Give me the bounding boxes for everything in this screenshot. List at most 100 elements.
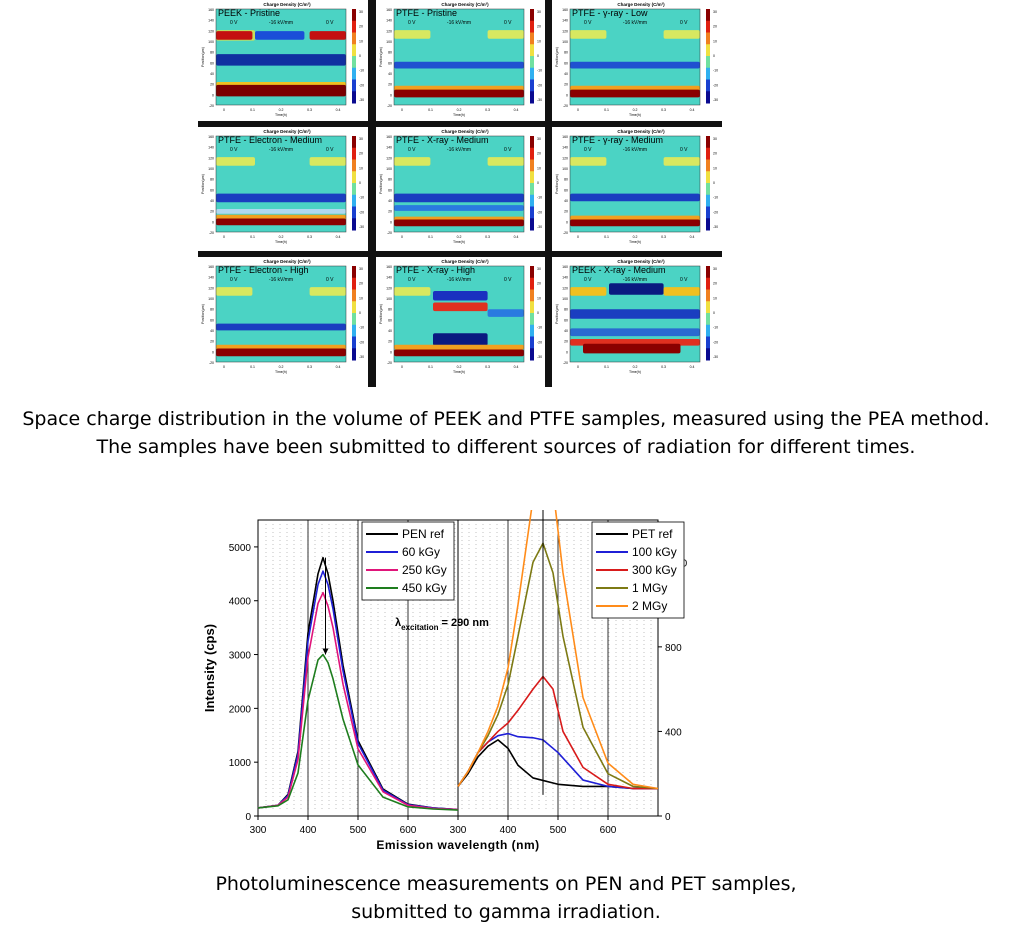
x-tick-label: 300 bbox=[250, 825, 267, 836]
ov-label: 0 V bbox=[408, 20, 416, 26]
colorbar-tick-label: 20 bbox=[713, 282, 717, 286]
colorbar-tick-label: -30 bbox=[359, 355, 364, 359]
colorbar-segment bbox=[530, 313, 534, 326]
colorbar-tick-label: -10 bbox=[359, 69, 364, 73]
heatmap-colorbar-title: Charge Density (C/m³) bbox=[617, 129, 665, 134]
x-tick-label: 0.3 bbox=[485, 365, 490, 369]
colorbar-segment bbox=[706, 20, 710, 33]
colorbar-segment bbox=[530, 301, 534, 314]
colorbar-tick-label: 30 bbox=[713, 137, 717, 141]
colorbar-tick-label: 20 bbox=[537, 282, 541, 286]
colorbar-tick-label: 0 bbox=[359, 311, 361, 315]
charge-band bbox=[309, 157, 346, 166]
right-y-tick-label: 0 bbox=[665, 812, 671, 823]
colorbar-tick-label: 10 bbox=[537, 39, 541, 43]
x-tick-label: 0.2 bbox=[633, 365, 638, 369]
y-tick-label: 80 bbox=[210, 51, 214, 55]
y-tick-label: 140 bbox=[386, 146, 392, 150]
y-tick-label: -20 bbox=[209, 104, 214, 108]
colorbar-segment bbox=[530, 147, 534, 160]
charge-band bbox=[216, 157, 255, 166]
y-tick-label: 100 bbox=[386, 167, 392, 171]
y-tick-label: -20 bbox=[387, 104, 392, 108]
x-tick-label: 0.1 bbox=[428, 235, 433, 239]
heatmap-panel: Charge Density (C/m³)PTFE - X-ray - High… bbox=[379, 259, 542, 374]
heatmap-colorbar-title: Charge Density (C/m³) bbox=[617, 259, 665, 264]
y-tick-label: -20 bbox=[563, 361, 568, 365]
ov-label: 0 V bbox=[504, 277, 512, 283]
heatmap-title: PTFE - X-ray - High bbox=[396, 265, 475, 275]
y-tick-label: 0 bbox=[245, 812, 251, 823]
heatmap-frame bbox=[215, 135, 347, 233]
colorbar-tick-label: 20 bbox=[537, 152, 541, 156]
trend-arrowhead bbox=[322, 648, 329, 655]
charge-band bbox=[394, 193, 524, 203]
y-tick-label: 60 bbox=[564, 61, 568, 65]
annotation-subscript: excitation bbox=[401, 623, 438, 632]
y-tick-label: 80 bbox=[388, 178, 392, 182]
x-axis-label: Time(h) bbox=[453, 113, 465, 117]
x-tick-label: 0.1 bbox=[604, 365, 609, 369]
colorbar-tick-label: 20 bbox=[713, 25, 717, 29]
y-tick-label: 140 bbox=[208, 19, 214, 23]
colorbar-tick-label: 10 bbox=[359, 296, 363, 300]
y-tick-label: 5000 bbox=[229, 543, 252, 554]
charge-band bbox=[394, 349, 524, 357]
y-axis-label: Position(µm) bbox=[379, 47, 383, 67]
x-tick-label: 0 bbox=[401, 235, 403, 239]
ov-label: 0 V bbox=[326, 20, 334, 26]
colorbar-segment bbox=[706, 301, 710, 314]
heatmap-frame bbox=[215, 8, 347, 106]
y-tick-label: 100 bbox=[208, 167, 214, 171]
colorbar-tick-label: -10 bbox=[713, 196, 718, 200]
y-tick-label: 60 bbox=[388, 318, 392, 322]
pet-legend-label: 300 kGy bbox=[632, 563, 677, 577]
colorbar-segment bbox=[530, 32, 534, 45]
y-tick-label: 60 bbox=[210, 61, 214, 65]
charge-band bbox=[433, 302, 488, 312]
colorbar-tick-label: 10 bbox=[713, 39, 717, 43]
y-tick-label: 20 bbox=[210, 210, 214, 214]
colorbar-segment bbox=[530, 206, 534, 219]
y-tick-label: 0 bbox=[566, 220, 568, 224]
colorbar-segment bbox=[352, 206, 356, 219]
x-axis-label: Emission wavelength (nm) bbox=[376, 838, 539, 852]
x-tick-label: 0.4 bbox=[690, 365, 695, 369]
colorbar-segment bbox=[530, 183, 534, 196]
y-axis-label: Position(µm) bbox=[201, 304, 205, 324]
heatmap-panel: Charge Density (C/m³)PTFE - X-ray - Medi… bbox=[379, 129, 542, 244]
pen-legend-label: PEN ref bbox=[402, 527, 445, 541]
x-tick-label: 0.3 bbox=[661, 108, 666, 112]
y-tick-label: 80 bbox=[564, 308, 568, 312]
colorbar-tick-label: -20 bbox=[713, 340, 718, 344]
colorbar-tick-label: -30 bbox=[537, 98, 542, 102]
ov-label: 0 V bbox=[408, 147, 416, 153]
colorbar-segment bbox=[706, 183, 710, 196]
y-tick-label: 60 bbox=[564, 188, 568, 192]
x-axis-label: Time(h) bbox=[275, 370, 287, 374]
colorbar-tick-label: -20 bbox=[359, 210, 364, 214]
y-tick-label: 80 bbox=[564, 178, 568, 182]
x-tick-label: 0.2 bbox=[457, 235, 462, 239]
x-tick-label: 0.3 bbox=[307, 235, 312, 239]
colorbar-tick-label: 30 bbox=[537, 267, 541, 271]
y-tick-label: 100 bbox=[208, 297, 214, 301]
colorbar-segment bbox=[352, 336, 356, 349]
colorbar-segment bbox=[706, 277, 710, 290]
colorbar-segment bbox=[706, 9, 710, 22]
colorbar-segment bbox=[530, 336, 534, 349]
annotation-symbol: λ bbox=[395, 617, 401, 629]
y-axis-label: Position(µm) bbox=[555, 47, 559, 67]
y-tick-label: -20 bbox=[209, 231, 214, 235]
y-tick-label: 140 bbox=[562, 19, 568, 23]
x-tick-label: 0.4 bbox=[336, 108, 341, 112]
colorbar-tick-label: -30 bbox=[537, 355, 542, 359]
y-tick-label: 20 bbox=[388, 210, 392, 214]
y-tick-label: 0 bbox=[390, 350, 392, 354]
charge-band bbox=[394, 157, 431, 166]
ov-label: 0 V bbox=[230, 20, 238, 26]
y-tick-label: 120 bbox=[562, 156, 568, 160]
colorbar-segment bbox=[352, 56, 356, 69]
y-tick-label: 60 bbox=[388, 61, 392, 65]
y-tick-label: 80 bbox=[210, 178, 214, 182]
